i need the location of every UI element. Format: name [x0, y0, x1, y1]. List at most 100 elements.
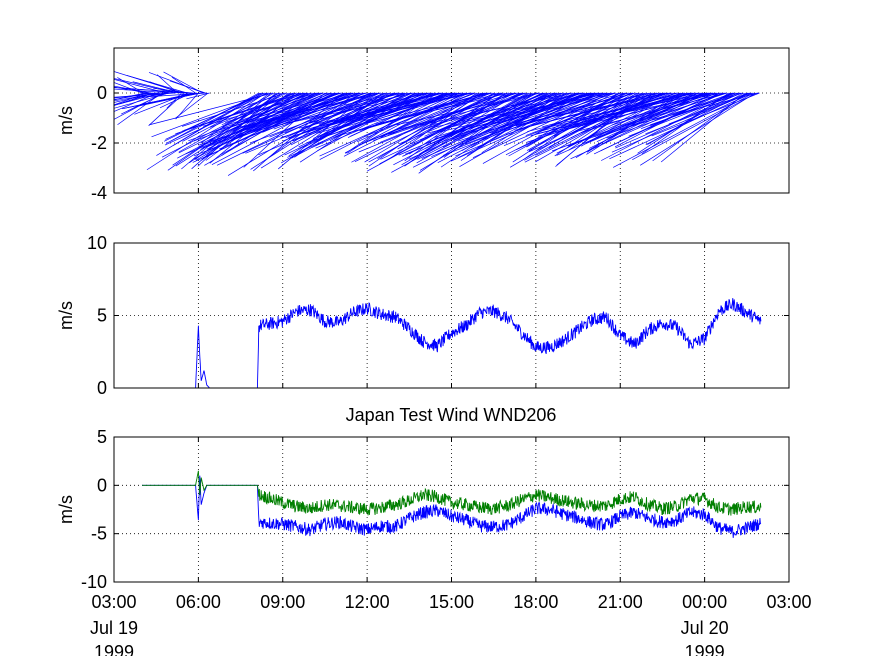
y-tick-label: -2	[91, 133, 107, 153]
vector-stick	[345, 92, 473, 123]
vector-stick	[531, 92, 671, 122]
vector-stick	[232, 92, 382, 130]
vector-stick	[221, 92, 306, 126]
vector-stick	[487, 92, 636, 131]
vector-stick	[607, 92, 740, 135]
vector-stick	[375, 92, 510, 125]
y-axis-label: m/s	[56, 495, 76, 524]
vector-stick	[611, 92, 750, 153]
vector-stick	[526, 92, 631, 151]
vector-stick	[516, 92, 639, 151]
vector-stick	[132, 81, 179, 94]
vector-stick	[169, 92, 260, 142]
vector-stick	[491, 92, 615, 125]
vector-stick	[295, 92, 444, 136]
vector-panel: 0 -2 -4 m/s	[56, 47, 790, 203]
vector-stick	[651, 92, 760, 137]
vector-stick	[202, 92, 317, 127]
vector-stick	[122, 92, 202, 110]
components-panel: 5 0 -5 -10 m/s 03:00 06:00 09:00 12:00 15:00 18:00…	[56, 427, 812, 656]
vector-stick	[404, 92, 507, 167]
vector-stick	[628, 92, 739, 137]
vector-stick	[377, 92, 513, 138]
y-tick-label: -10	[81, 572, 107, 592]
vector-stick	[504, 92, 652, 129]
vector-stick	[459, 92, 612, 124]
vector-stick	[151, 92, 269, 138]
vector-stick	[573, 92, 726, 133]
vector-stick	[224, 92, 313, 123]
vector-stick	[222, 92, 321, 128]
vector-stick	[514, 92, 660, 131]
vector-stick	[245, 92, 390, 154]
vector-stick	[440, 92, 553, 168]
y-tick-label: 5	[97, 427, 107, 447]
vector-stick	[609, 92, 753, 160]
vector-stick	[570, 92, 717, 160]
vector-stick	[119, 92, 161, 105]
x-tick-label: 12:00	[345, 592, 390, 612]
vector-stick	[551, 92, 712, 152]
vector-stick	[148, 92, 185, 126]
vector-stick	[181, 92, 272, 170]
vector-stick	[250, 92, 386, 144]
vector-stick	[141, 92, 207, 98]
vector-stick	[366, 92, 490, 124]
vector-stick	[436, 92, 556, 132]
x-tick-label: 00:00	[682, 592, 727, 612]
vector-stick	[298, 92, 442, 129]
speed-panel: 0 5 10 m/s	[56, 233, 790, 398]
vector-stick	[419, 92, 573, 126]
vector-stick	[551, 92, 708, 127]
y-axis-label: m/s	[56, 301, 76, 330]
vector-stick	[161, 92, 288, 158]
x-date-label: 1999	[685, 642, 725, 656]
y-tick-label: 5	[97, 306, 107, 326]
vector-stick	[621, 92, 728, 128]
x-tick-label: 03:00	[91, 592, 136, 612]
x-tick-label: 15:00	[429, 592, 474, 612]
vector-stick	[114, 92, 158, 112]
vector-stick	[223, 92, 368, 129]
vector-stick	[542, 92, 667, 128]
vector-stick	[427, 92, 584, 134]
vector-stick	[504, 92, 629, 132]
series-line-1	[142, 470, 762, 516]
vector-stick	[432, 92, 583, 128]
vector-stick	[556, 92, 698, 156]
plot-area	[114, 71, 760, 176]
vector-stick	[631, 92, 759, 126]
vector-stick	[593, 92, 724, 155]
y-tick-label: 10	[87, 233, 107, 253]
vector-stick	[126, 75, 188, 94]
vector-stick	[535, 92, 653, 151]
vector-stick	[640, 92, 756, 166]
vector-stick	[186, 92, 210, 100]
y-tick-label: 0	[97, 475, 107, 495]
vector-stick	[302, 92, 410, 149]
vector-stick	[175, 92, 292, 167]
vector-stick	[527, 92, 684, 132]
vector-stick	[312, 92, 463, 128]
vector-stick	[114, 78, 176, 94]
x-date-label: Jul 20	[681, 618, 729, 638]
vector-stick	[205, 92, 362, 148]
vector-stick	[269, 92, 378, 138]
vector-stick	[252, 92, 400, 126]
vector-stick	[366, 92, 511, 172]
vector-stick	[613, 92, 755, 168]
vector-stick	[114, 87, 193, 94]
x-tick-label: 06:00	[176, 592, 221, 612]
vector-stick	[467, 92, 580, 141]
vector-stick	[296, 92, 414, 121]
x-tick-label: 09:00	[260, 592, 305, 612]
vector-stick	[188, 92, 319, 142]
vector-stick	[570, 92, 697, 122]
vector-stick	[405, 92, 558, 155]
vector-stick	[280, 92, 425, 138]
y-tick-label: -5	[91, 524, 107, 544]
vector-stick	[114, 92, 147, 106]
vector-stick	[645, 92, 752, 135]
vector-stick	[444, 92, 594, 136]
